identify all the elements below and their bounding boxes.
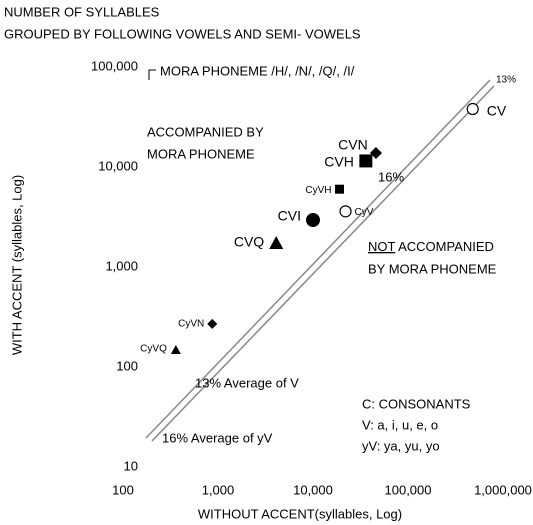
line-label: 16% <box>378 169 404 184</box>
point <box>359 154 373 168</box>
ratio-line <box>151 85 495 442</box>
y-tick-label: 100 <box>116 358 138 373</box>
point-label: CVQ <box>234 234 264 250</box>
y-tick-label: 1,000 <box>105 258 138 273</box>
point-label: CVN <box>338 137 368 153</box>
point <box>334 184 344 194</box>
point-label: CyVQ <box>140 344 167 355</box>
point-label: CVH <box>324 154 354 170</box>
annotation-part: ACCOMPANIED <box>395 239 494 254</box>
point <box>369 147 382 160</box>
legend-text: V: a, i, u, e, o <box>362 417 438 432</box>
annotation: MORA PHONEME /H/, /N/, /Q/, /I/ <box>160 63 355 78</box>
x-tick-label: 1,000,000 <box>474 482 532 497</box>
bracket <box>148 69 156 80</box>
annotation: MORA PHONEME <box>147 146 255 161</box>
point-label: CyV <box>355 207 374 218</box>
point-label: CVI <box>278 208 301 224</box>
annotation: BY MORA PHONEME <box>368 261 497 276</box>
annotation: NOT ACCOMPANIED <box>368 239 494 254</box>
point-label: CyVH <box>305 185 331 196</box>
x-tick-label: 100 <box>112 482 134 497</box>
annotation: 16% Average of yV <box>162 430 273 445</box>
legend-text: C: CONSONANTS <box>362 396 471 411</box>
line-label: 13% <box>496 75 516 86</box>
x-tick-label: 1,000 <box>202 482 235 497</box>
y-axis-label: WITH ACCENT (syllables, Log) <box>9 175 24 355</box>
point <box>306 213 320 228</box>
point <box>339 205 352 218</box>
x-axis-label: WITHOUT ACCENT(syllables, Log) <box>198 506 402 521</box>
chart-title: GROUPED BY FOLLOWING VOWELS AND SEMI- VO… <box>4 26 361 41</box>
ratio-line <box>145 79 491 439</box>
y-tick-label: 100,000 <box>91 58 138 73</box>
annotation: 13% Average of V <box>195 375 299 390</box>
annotation-part: NOT <box>368 239 396 254</box>
point <box>207 318 218 329</box>
point <box>269 235 284 249</box>
legend-text: yV: ya, yu, yo <box>362 438 440 453</box>
y-tick-label: 10 <box>124 458 138 473</box>
point-label: CyVN <box>178 319 204 330</box>
y-tick-label: 10,000 <box>98 158 138 173</box>
point <box>170 344 181 354</box>
annotation: ACCOMPANIED BY <box>147 124 264 139</box>
x-tick-label: 10,000 <box>293 482 333 497</box>
chart-title: NUMBER OF SYLLABLES <box>4 4 160 19</box>
x-tick-label: 100,000 <box>385 482 432 497</box>
point-label: CV <box>487 103 507 119</box>
point <box>466 102 479 116</box>
